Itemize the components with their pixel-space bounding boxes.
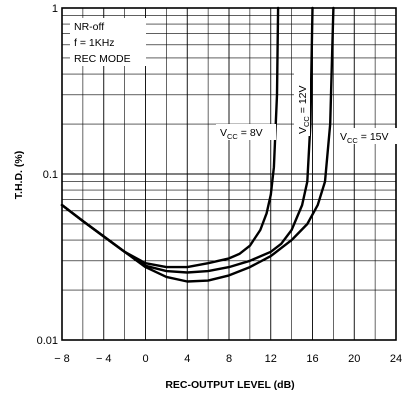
x-tick-label: 0 [142, 353, 148, 365]
series-line-2 [60, 6, 335, 283]
x-tick-label: 20 [348, 353, 360, 365]
tick-labels: − 8 − 4 0 4 8 12 16 20 24 0.01 0.1 1 [37, 3, 403, 365]
series-curves [60, 6, 335, 283]
y-tick-label: 1 [52, 3, 58, 15]
svg-text:VCC = 15V: VCC = 15V [340, 131, 389, 145]
y-axis-label: T.H.D. (%) [13, 151, 25, 199]
annotation-box: NR-off f = 1KHz REC MODE [70, 18, 146, 66]
annotation-frequency: f = 1KHz [74, 37, 115, 49]
annotation-nr-off: NR-off [74, 21, 104, 33]
svg-text:VCC = 8V: VCC = 8V [220, 127, 263, 141]
x-tick-label: 16 [306, 353, 318, 365]
series-label-8v: VCC = 8V [216, 124, 276, 141]
x-tick-label: 4 [184, 353, 190, 365]
plot-frame [61, 7, 397, 341]
y-tick-label: 0.01 [37, 335, 58, 347]
series-label-15v: VCC = 15V [336, 128, 398, 145]
x-tick-label: 24 [390, 353, 402, 365]
y-tick-label: 0.1 [43, 169, 58, 181]
x-tick-label: 12 [265, 353, 277, 365]
x-tick-label: − 8 [54, 353, 70, 365]
svg-text:VCC = 12V: VCC = 12V [297, 85, 311, 134]
annotation-rec-mode: REC MODE [74, 53, 131, 65]
x-axis-label: REC-OUTPUT LEVEL (dB) [165, 379, 294, 391]
x-tick-label: − 4 [96, 353, 112, 365]
x-tick-label: 8 [226, 353, 232, 365]
series-label-12v: VCC = 12V [294, 72, 311, 136]
